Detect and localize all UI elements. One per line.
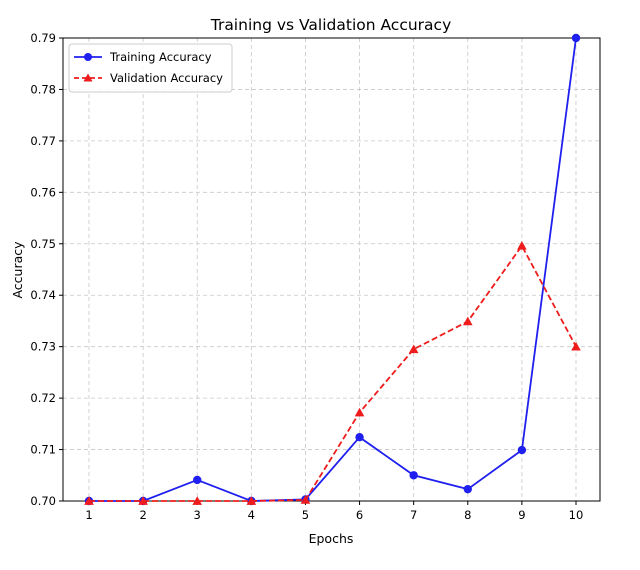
y-tick-label: 0.77 <box>30 134 56 148</box>
x-tick-label: 10 <box>569 508 584 522</box>
y-tick-label: 0.70 <box>30 494 56 508</box>
x-tick-label: 6 <box>356 508 363 522</box>
x-tick-label: 8 <box>464 508 471 522</box>
x-tick-label: 3 <box>194 508 201 522</box>
x-axis-label: Epochs <box>309 531 354 546</box>
y-tick-label: 0.75 <box>30 237 56 251</box>
x-tick-label: 9 <box>518 508 525 522</box>
y-tick-label: 0.74 <box>30 288 56 302</box>
x-tick-label: 5 <box>302 508 309 522</box>
legend-marker-validation <box>83 73 93 82</box>
data-point-training <box>571 33 581 43</box>
series-validation <box>84 241 581 505</box>
chart-title: Training vs Validation Accuracy <box>210 16 452 34</box>
series-layer <box>84 33 581 506</box>
data-point-validation <box>462 316 473 326</box>
y-axis-ticks: 0.70 0.71 0.72 0.73 0.74 0.75 0.76 0.77 0.78 0.79 <box>30 31 63 508</box>
x-axis-ticks: 1 2 3 4 5 6 7 8 9 10 <box>85 501 583 522</box>
legend-box <box>68 43 233 93</box>
series-line-training <box>89 37 577 502</box>
x-tick-label: 4 <box>248 508 255 522</box>
data-point-training <box>463 484 472 494</box>
y-axis-label: Accuracy <box>10 241 25 299</box>
legend-label-validation: Validation Accuracy <box>110 71 223 85</box>
data-point-validation <box>408 344 419 354</box>
y-tick-label: 0.73 <box>30 340 56 354</box>
legend-marker-training <box>84 53 92 61</box>
data-point-validation <box>138 496 148 505</box>
grid-lines <box>63 37 600 502</box>
data-point-validation <box>84 496 94 505</box>
plot-frame <box>62 37 601 502</box>
series-line-validation <box>89 244 577 502</box>
data-point-validation <box>300 495 311 504</box>
data-point-training <box>355 433 364 442</box>
data-point-validation <box>354 407 365 417</box>
y-tick-label: 0.79 <box>30 31 56 45</box>
data-point-validation <box>517 241 527 250</box>
x-tick-label: 1 <box>85 508 92 522</box>
data-point-validation <box>571 341 581 351</box>
data-point-training <box>409 471 418 480</box>
legend: Training Accuracy Validation Accuracy <box>68 43 233 93</box>
y-tick-label: 0.71 <box>30 443 56 457</box>
data-point-validation <box>246 496 257 505</box>
legend-label-training: Training Accuracy <box>109 50 212 64</box>
data-point-training <box>517 445 527 455</box>
data-point-validation <box>192 496 203 505</box>
y-tick-label: 0.76 <box>30 185 56 199</box>
y-tick-label: 0.72 <box>30 391 56 405</box>
y-tick-label: 0.78 <box>30 82 56 96</box>
x-tick-label: 2 <box>139 508 146 522</box>
data-point-training <box>193 475 202 485</box>
x-tick-label: 7 <box>410 508 417 522</box>
